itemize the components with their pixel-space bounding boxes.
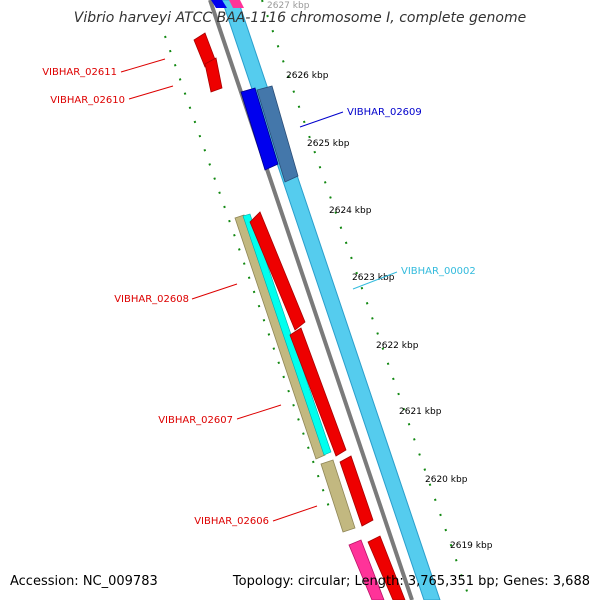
gene-top-blue: [211, 0, 227, 8]
map-title: Vibrio harveyi ATCC BAA-1116 chromosome …: [73, 10, 527, 26]
gene-red-2: [289, 327, 347, 457]
leader-02607: [236, 404, 282, 420]
gene-red-3: [339, 455, 374, 527]
gene-label-02609[interactable]: VIBHAR_02609: [347, 107, 422, 118]
tick-label-2623: 2623 kbp: [352, 273, 395, 283]
tick-label-2622: 2622 kbp: [376, 341, 419, 351]
tick-label-2619: 2619 kbp: [450, 541, 493, 551]
tick-label-2625: 2625 kbp: [307, 139, 350, 149]
gene-bottom-magenta: [348, 539, 385, 600]
gene-khaki-1: [234, 214, 326, 460]
gene-02610: [204, 57, 223, 93]
gene-label-02610[interactable]: VIBHAR_02610: [50, 95, 125, 106]
backbone-line: [208, 0, 414, 600]
leader-00002: [352, 271, 398, 290]
gene-label-02607[interactable]: VIBHAR_02607: [158, 415, 233, 426]
gene-label-02608[interactable]: VIBHAR_02608: [114, 294, 189, 305]
tick-label-2624: 2624 kbp: [329, 206, 372, 216]
tick-label-2621: 2621 kbp: [399, 407, 442, 417]
gene-02609-steel: [256, 85, 299, 183]
leader-02611: [120, 58, 166, 73]
gene-label-02606[interactable]: VIBHAR_02606: [194, 516, 269, 527]
gene-red-1: [249, 211, 306, 331]
tick-label-2626: 2626 kbp: [286, 71, 329, 81]
tick-label-2627: 2627 kbp: [267, 1, 310, 11]
tick-label-2620: 2620 kbp: [425, 475, 468, 485]
leader-02610: [128, 85, 174, 100]
leader-02606: [272, 505, 318, 522]
accession-text: Accession: NC_009783: [10, 574, 158, 589]
gene-cyan-1: [242, 213, 332, 456]
gene-label-00002[interactable]: VIBHAR_00002: [401, 266, 476, 277]
tick-track-outer: [261, 0, 471, 600]
gene-02609-blue: [240, 87, 279, 171]
leader-02609: [299, 111, 344, 128]
leader-02608: [191, 283, 238, 300]
genome-summary-text: Topology: circular; Length: 3,765,351 bp…: [232, 574, 590, 589]
gene-top-magenta: [229, 0, 244, 8]
gene-khaki-2: [320, 459, 356, 533]
gene-bottom-red: [367, 535, 406, 600]
gene-label-02611[interactable]: VIBHAR_02611: [42, 67, 117, 78]
